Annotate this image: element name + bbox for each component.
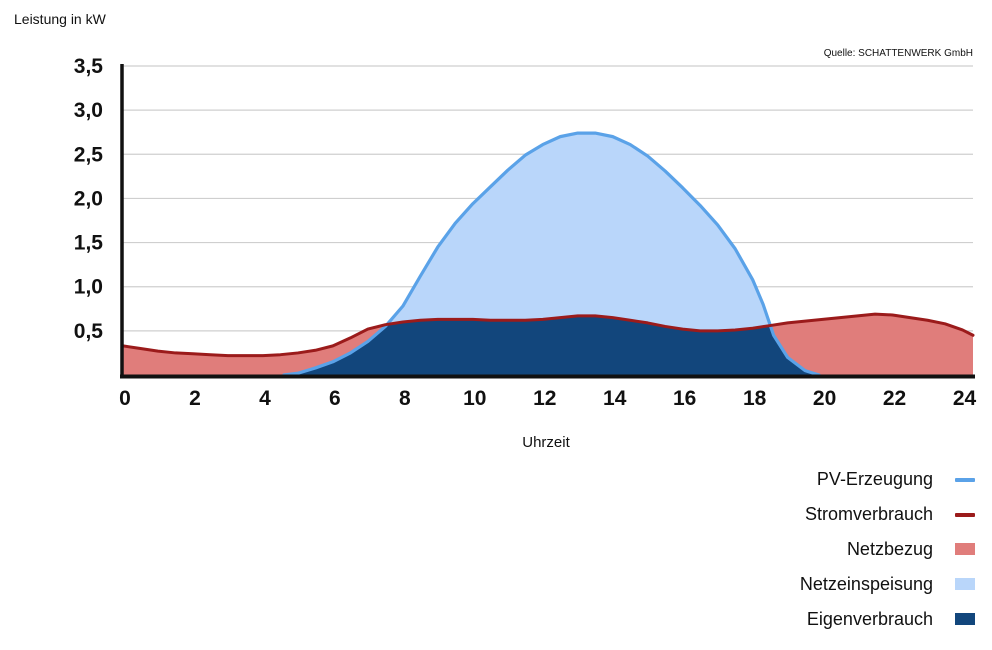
legend-box-swatch [955, 613, 975, 625]
x-tick-label: 12 [533, 387, 556, 410]
legend-box-swatch [955, 578, 975, 590]
x-tick-label: 16 [673, 387, 696, 410]
legend: PV-Erzeugung Stromverbrauch Netzbezug Netze… [800, 469, 975, 629]
x-tick-label: 0 [119, 387, 131, 410]
y-tick-label: 3,0 [74, 99, 103, 122]
stromverbrauch-line [121, 312, 975, 358]
x-tick-label: 10 [463, 387, 486, 410]
eigenverbrauch-area [123, 315, 973, 375]
legend-box-swatch [955, 543, 975, 555]
x-ticks: 0 2 4 6 8 10 12 14 16 18 20 22 24 [119, 387, 976, 410]
legend-item: Netzeinspeisung [800, 574, 975, 594]
x-tick-label: 20 [813, 387, 836, 410]
y-tick-label: 3,5 [74, 55, 104, 78]
y-tick-label: 1,5 [74, 232, 104, 255]
x-tick-label: 2 [189, 387, 201, 410]
legend-label: Netzeinspeisung [800, 574, 933, 594]
legend-item: Netzbezug [847, 539, 975, 559]
legend-label: PV-Erzeugung [817, 469, 933, 489]
y-tick-label: 1,0 [74, 276, 103, 299]
x-tick-label: 22 [883, 387, 906, 410]
area-layer [123, 133, 973, 375]
pv-erzeugung-line [282, 131, 821, 377]
netzbezug-area [123, 133, 973, 375]
x-axis-label: Uhrzeit [522, 434, 570, 451]
y-axis-label: Leistung in kW [14, 11, 107, 27]
legend-line-swatch [955, 513, 975, 517]
source-label: Quelle: SCHATTENWERK GmbH [824, 48, 973, 59]
x-tick-label: 18 [743, 387, 767, 410]
legend-label: Netzbezug [847, 539, 933, 559]
x-tick-label: 14 [603, 387, 627, 410]
x-tick-label: 24 [953, 387, 977, 410]
x-tick-label: 4 [259, 387, 271, 410]
legend-item: Eigenverbrauch [807, 609, 975, 629]
y-ticks: 0,5 1,0 1,5 2,0 2,5 3,0 3,5 [74, 55, 104, 343]
x-tick-label: 6 [329, 387, 341, 410]
y-tick-label: 0,5 [74, 320, 104, 343]
legend-label: Stromverbrauch [805, 504, 933, 524]
y-tick-label: 2,0 [74, 187, 103, 210]
legend-item: Stromverbrauch [805, 504, 975, 524]
x-tick-label: 8 [399, 387, 411, 410]
legend-label: Eigenverbrauch [807, 609, 933, 629]
legend-item: PV-Erzeugung [817, 469, 975, 489]
legend-line-swatch [955, 478, 975, 482]
line-layer [121, 131, 975, 377]
y-tick-label: 2,5 [74, 143, 104, 166]
